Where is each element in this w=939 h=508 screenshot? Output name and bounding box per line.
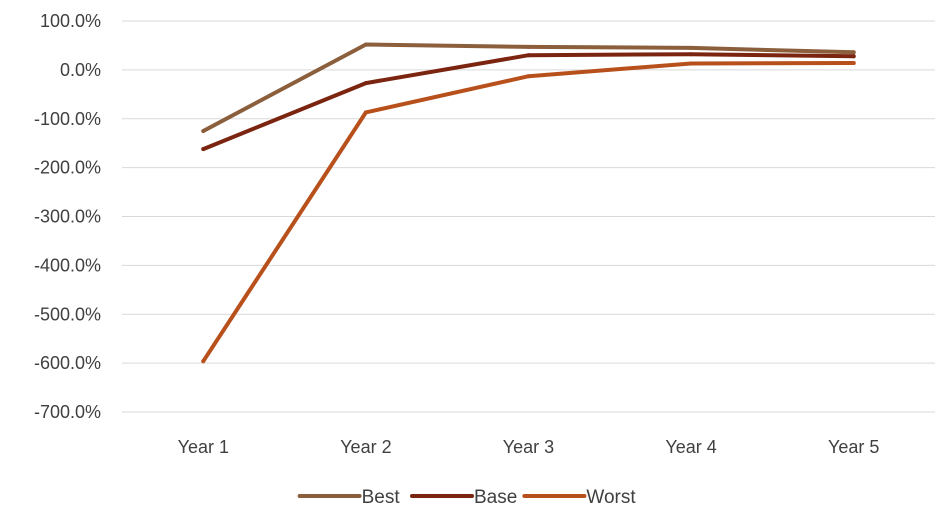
data-point-base	[689, 52, 694, 57]
y-tick-label: -300.0%	[34, 207, 101, 227]
series-line-base	[201, 52, 856, 152]
data-point-best	[689, 45, 694, 50]
data-point-best	[201, 128, 206, 133]
x-tick-label: Year 5	[828, 437, 879, 457]
data-point-best	[851, 50, 856, 55]
legend-label: Best	[362, 487, 401, 508]
x-tick-label: Year 2	[340, 437, 391, 457]
gridlines	[122, 20, 935, 413]
y-tick-label: -500.0%	[34, 304, 101, 324]
y-tick-label: 100.0%	[40, 11, 101, 31]
data-point-worst	[526, 74, 531, 79]
y-tick-label: -400.0%	[34, 255, 101, 275]
legend-label: Base	[474, 487, 517, 508]
data-point-worst	[201, 359, 206, 364]
y-tick-label: -200.0%	[34, 158, 101, 178]
legend-entry-best: Best	[297, 487, 401, 508]
data-point-best	[526, 44, 531, 49]
series-line-best	[201, 42, 856, 133]
series-lines	[201, 42, 856, 364]
data-point-base	[851, 54, 856, 59]
data-point-worst	[363, 110, 368, 115]
data-point-base	[201, 147, 206, 152]
y-tick-label: -600.0%	[34, 353, 101, 373]
data-point-base	[363, 81, 368, 86]
legend-label: Worst	[586, 487, 636, 508]
legend-entry-base: Base	[410, 487, 517, 508]
x-tick-label: Year 1	[178, 437, 229, 457]
x-tick-label: Year 3	[503, 437, 554, 457]
data-point-worst	[851, 61, 856, 66]
y-tick-label: -700.0%	[34, 402, 101, 422]
y-tick-label: 0.0%	[60, 60, 101, 80]
legend: Best Base Worst	[297, 487, 636, 508]
data-point-worst	[689, 61, 694, 66]
data-point-best	[363, 42, 368, 47]
y-axis-tick-labels: 100.0% 0.0% -100.0% -200.0% -300.0% -400.0% -5…	[34, 11, 101, 422]
legend-entry-worst: Worst	[522, 487, 636, 508]
data-point-base	[526, 53, 531, 58]
y-tick-label: -100.0%	[34, 109, 101, 129]
x-tick-label: Year 4	[665, 437, 716, 457]
x-axis-tick-labels: Year 1 Year 2 Year 3 Year 4 Year 5	[178, 437, 880, 457]
